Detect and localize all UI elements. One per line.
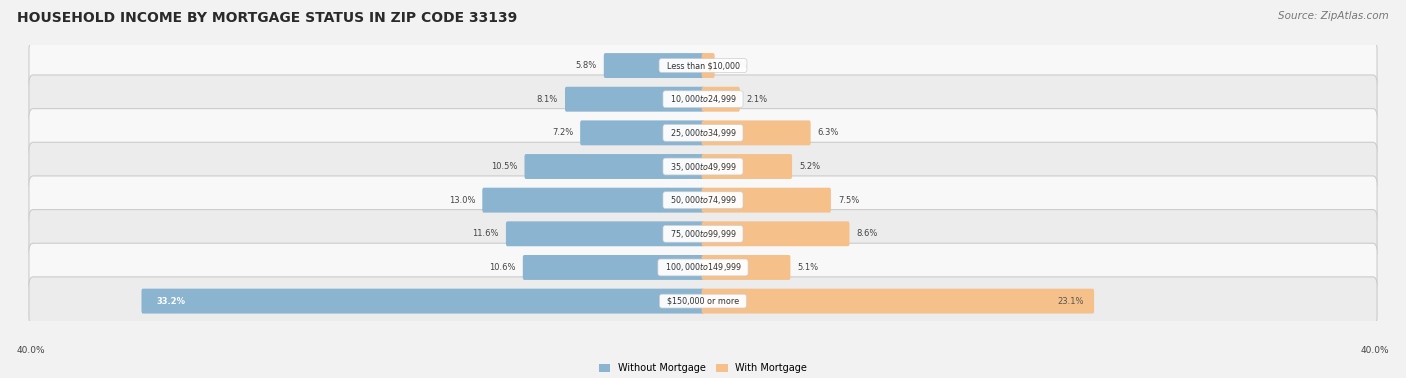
FancyBboxPatch shape <box>702 222 849 246</box>
Text: 2.1%: 2.1% <box>747 95 768 104</box>
FancyBboxPatch shape <box>702 289 1094 314</box>
Text: 40.0%: 40.0% <box>17 346 45 355</box>
Text: 5.1%: 5.1% <box>797 263 818 272</box>
FancyBboxPatch shape <box>603 53 704 78</box>
Text: $35,000 to $49,999: $35,000 to $49,999 <box>665 161 741 172</box>
FancyBboxPatch shape <box>30 142 1376 191</box>
FancyBboxPatch shape <box>30 41 1376 90</box>
Legend: Without Mortgage, With Mortgage: Without Mortgage, With Mortgage <box>595 359 811 377</box>
Text: 13.0%: 13.0% <box>449 196 475 204</box>
Text: 10.5%: 10.5% <box>491 162 517 171</box>
Text: $10,000 to $24,999: $10,000 to $24,999 <box>665 93 741 105</box>
Text: 11.6%: 11.6% <box>472 229 499 238</box>
Text: $50,000 to $74,999: $50,000 to $74,999 <box>665 194 741 206</box>
Text: 0.61%: 0.61% <box>721 61 748 70</box>
FancyBboxPatch shape <box>142 289 704 314</box>
FancyBboxPatch shape <box>702 255 790 280</box>
FancyBboxPatch shape <box>506 222 704 246</box>
FancyBboxPatch shape <box>702 87 740 112</box>
FancyBboxPatch shape <box>30 277 1376 325</box>
FancyBboxPatch shape <box>30 75 1376 124</box>
Text: 23.1%: 23.1% <box>1057 297 1084 305</box>
FancyBboxPatch shape <box>565 87 704 112</box>
Text: $75,000 to $99,999: $75,000 to $99,999 <box>665 228 741 240</box>
Text: HOUSEHOLD INCOME BY MORTGAGE STATUS IN ZIP CODE 33139: HOUSEHOLD INCOME BY MORTGAGE STATUS IN Z… <box>17 11 517 25</box>
FancyBboxPatch shape <box>30 108 1376 157</box>
Text: 5.2%: 5.2% <box>799 162 820 171</box>
Text: 8.6%: 8.6% <box>856 229 877 238</box>
Text: 8.1%: 8.1% <box>537 95 558 104</box>
Text: 5.8%: 5.8% <box>575 61 596 70</box>
Text: 40.0%: 40.0% <box>1361 346 1389 355</box>
Text: $100,000 to $149,999: $100,000 to $149,999 <box>661 262 745 273</box>
Text: 7.2%: 7.2% <box>551 129 574 137</box>
FancyBboxPatch shape <box>30 176 1376 225</box>
Text: $25,000 to $34,999: $25,000 to $34,999 <box>665 127 741 139</box>
Text: Source: ZipAtlas.com: Source: ZipAtlas.com <box>1278 11 1389 21</box>
FancyBboxPatch shape <box>523 255 704 280</box>
Text: 7.5%: 7.5% <box>838 196 859 204</box>
FancyBboxPatch shape <box>482 188 704 212</box>
FancyBboxPatch shape <box>581 121 704 145</box>
Text: $150,000 or more: $150,000 or more <box>662 297 744 305</box>
FancyBboxPatch shape <box>524 154 704 179</box>
FancyBboxPatch shape <box>702 154 792 179</box>
Text: 10.6%: 10.6% <box>489 263 516 272</box>
FancyBboxPatch shape <box>702 121 811 145</box>
FancyBboxPatch shape <box>702 53 714 78</box>
FancyBboxPatch shape <box>702 188 831 212</box>
Text: 33.2%: 33.2% <box>156 297 186 305</box>
FancyBboxPatch shape <box>30 209 1376 258</box>
Text: 6.3%: 6.3% <box>818 129 839 137</box>
Text: Less than $10,000: Less than $10,000 <box>661 61 745 70</box>
FancyBboxPatch shape <box>30 243 1376 292</box>
